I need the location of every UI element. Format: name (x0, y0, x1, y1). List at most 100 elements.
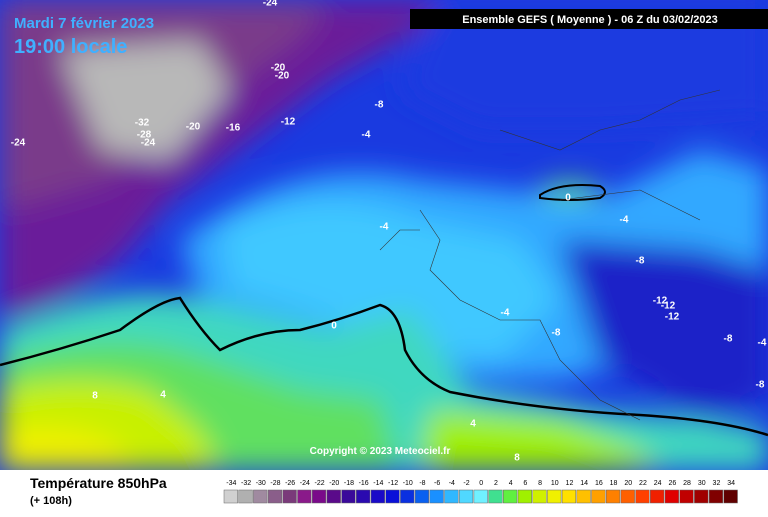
contour-label: 8 (92, 391, 98, 402)
legend-swatch (488, 489, 503, 504)
legend-label: 4 (509, 480, 513, 487)
legend-label: 14 (580, 480, 588, 487)
date: Mardi 7 février 2023 (14, 15, 154, 32)
legend-swatch (385, 489, 400, 504)
legend-swatch (238, 489, 253, 504)
contour-label: -20 (275, 71, 290, 82)
legend-label: 34 (727, 480, 735, 487)
legend-swatch (576, 489, 591, 504)
contour-label: 4 (470, 419, 476, 430)
contour-label: -28 (137, 130, 152, 141)
contour-label: 8 (514, 453, 520, 464)
legend-label: 26 (668, 480, 676, 487)
legend-swatch (282, 489, 297, 504)
legend-swatch (605, 489, 621, 504)
legend-label: 22 (639, 480, 647, 487)
legend-label: 24 (654, 480, 662, 487)
legend-swatch (444, 489, 459, 504)
time: 19:00 locale (14, 36, 127, 58)
legend-label: -16 (359, 480, 369, 487)
run-info: Ensemble GEFS ( Moyenne ) - 06 Z du 03/0… (462, 14, 718, 26)
contour-label: -12 (665, 312, 680, 323)
legend-label: -30 (256, 480, 266, 487)
contour-label: -8 (375, 100, 384, 111)
contour-label: 0 (331, 321, 337, 332)
legend-label: 30 (698, 480, 706, 487)
contour-label: -8 (756, 380, 765, 391)
legend-swatch (517, 489, 532, 504)
legend-label: 6 (523, 480, 527, 487)
legend-label: 20 (624, 480, 632, 487)
legend-label: -10 (403, 480, 413, 487)
field (0, 0, 768, 470)
legend-label: 0 (479, 480, 483, 487)
contour-label: -12 (281, 117, 296, 128)
legend-swatch (267, 489, 283, 504)
contour-label: -16 (226, 123, 241, 134)
legend-swatch (370, 489, 385, 504)
legend-swatch (429, 489, 444, 504)
contour-label: -4 (380, 222, 389, 233)
legend-swatch (620, 489, 635, 504)
legend-label: 28 (683, 480, 691, 487)
legend-label: -28 (270, 480, 280, 487)
legend-label: 16 (595, 480, 603, 487)
contour-label: -4 (501, 308, 510, 319)
contour-label: -8 (636, 256, 645, 267)
legend-swatch (708, 489, 724, 504)
legend-swatch (635, 489, 650, 504)
legend-swatch (723, 489, 738, 504)
legend-label: 32 (713, 480, 721, 487)
contour-labels: -24-20-20-32-28-24-20 -16-12-8-4-240-4-4-… (11, 0, 767, 464)
legend-label: -4 (449, 480, 455, 487)
contour-label: -20 (186, 122, 201, 133)
legend-label: -12 (388, 480, 398, 487)
legend-swatch (679, 489, 694, 504)
legend-swatch (414, 489, 430, 504)
legend-swatch (650, 489, 665, 504)
contour-label: -4 (758, 338, 767, 349)
legend-swatch (311, 489, 327, 504)
footer-subtitle: (+ 108h) (30, 495, 72, 507)
legend-label: -26 (285, 480, 295, 487)
contour-label: -24 (141, 138, 156, 149)
legend: -34 -32 -30 -28 -26 -24 -22 -20 -18 -16 -14 -12 -10-… (223, 480, 738, 504)
legend-swatch (341, 489, 356, 504)
legend-label: -8 (419, 480, 425, 487)
contour-label: -8 (724, 334, 733, 345)
legend-swatch (664, 489, 679, 504)
contour-label: -20 (271, 63, 286, 74)
legend-swatch (532, 489, 547, 504)
contour-label: -4 (620, 215, 629, 226)
legend-label: -14 (373, 480, 383, 487)
legend-swatch (458, 489, 474, 504)
legend-label: 2 (494, 480, 498, 487)
legend-label: -2 (463, 480, 469, 487)
legend-label: -32 (241, 480, 251, 487)
legend-label: -22 (314, 480, 324, 487)
legend-swatch (223, 489, 238, 504)
legend-swatch (473, 489, 488, 504)
legend-swatch (253, 489, 268, 504)
run-box (410, 9, 768, 29)
legend-label: -34 (226, 480, 236, 487)
legend-swatch (400, 489, 415, 504)
contour-label: -32 (135, 118, 150, 129)
contour-label: -24 (263, 0, 278, 9)
contour-label: -12 (661, 301, 676, 312)
legend-label: 12 (566, 480, 574, 487)
legend-label: 10 (551, 480, 559, 487)
legend-swatch (591, 489, 606, 504)
legend-label: 8 (538, 480, 542, 487)
legend-swatch (356, 489, 371, 504)
contour-label: -12 (653, 296, 668, 307)
legend-swatch (326, 489, 341, 504)
contour-label: 0 (565, 193, 571, 204)
legend-label: -18 (344, 480, 354, 487)
legend-swatch (297, 489, 312, 504)
legend-swatch (547, 489, 562, 504)
legend-swatch (694, 489, 709, 504)
contour-label: -4 (362, 130, 371, 141)
